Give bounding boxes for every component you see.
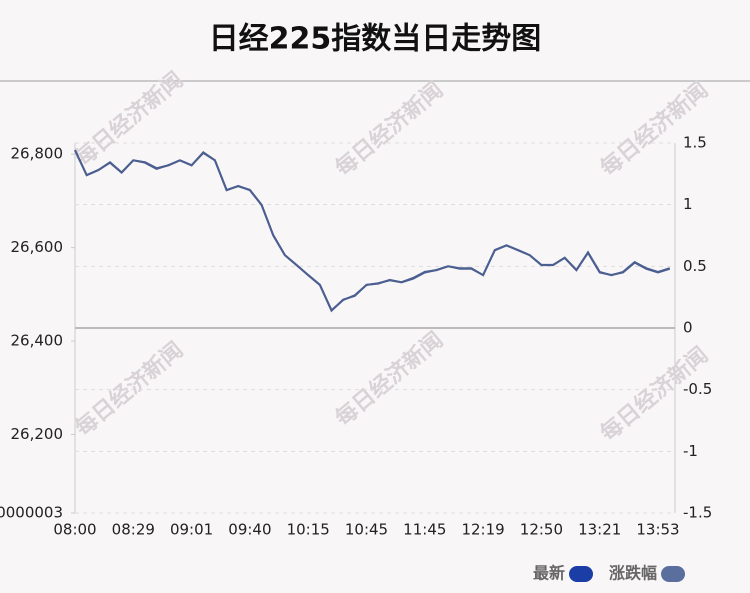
price-line	[74, 149, 671, 312]
y-tick-label: 26,400	[11, 332, 64, 350]
x-tick-label: 09:01	[170, 521, 213, 539]
watermark: 每日经济新闻	[70, 337, 188, 442]
y-tick-label: 26,800	[11, 145, 64, 163]
x-tick-label: 11:45	[403, 521, 446, 539]
x-tick-label: 13:53	[636, 521, 679, 539]
legend-swatch	[661, 566, 686, 582]
watermark: 每日经济新闻	[330, 77, 448, 182]
watermark: 每日经济新闻	[330, 327, 448, 432]
y2-tick-label: -0.5	[683, 380, 712, 398]
y2-tick-label: 1.5	[683, 134, 707, 152]
watermark: 每日经济新闻	[595, 77, 713, 182]
y-tick-label: 26,600	[11, 238, 64, 256]
y2-tick-label: -1	[683, 442, 698, 460]
y-tick-label: 26,200	[11, 425, 64, 443]
x-tick-label: 10:45	[345, 521, 388, 539]
y2-tick-label: 0.5	[683, 257, 707, 275]
legend-label: 涨跌幅	[609, 564, 657, 583]
y2-tick-label: -1.5	[683, 504, 712, 522]
x-tick-label: 10:15	[287, 521, 330, 539]
price-line	[74, 149, 671, 313]
x-tick-label: 08:29	[112, 521, 155, 539]
watermark: 每日经济新闻	[70, 67, 188, 172]
y-tick-label: 0000003	[0, 504, 63, 522]
chart-title: 日经225指数当日走势图	[209, 22, 542, 57]
x-tick-label: 12:19	[461, 521, 504, 539]
y2-tick-label: 1	[683, 195, 693, 213]
y2-tick-label: 0	[683, 319, 693, 337]
x-tick-label: 12:50	[520, 521, 563, 539]
x-tick-label: 08:00	[53, 521, 96, 539]
x-tick-label: 09:40	[228, 521, 271, 539]
legend-label: 最新	[533, 564, 565, 583]
x-tick-label: 13:21	[578, 521, 621, 539]
legend-swatch	[569, 566, 594, 582]
